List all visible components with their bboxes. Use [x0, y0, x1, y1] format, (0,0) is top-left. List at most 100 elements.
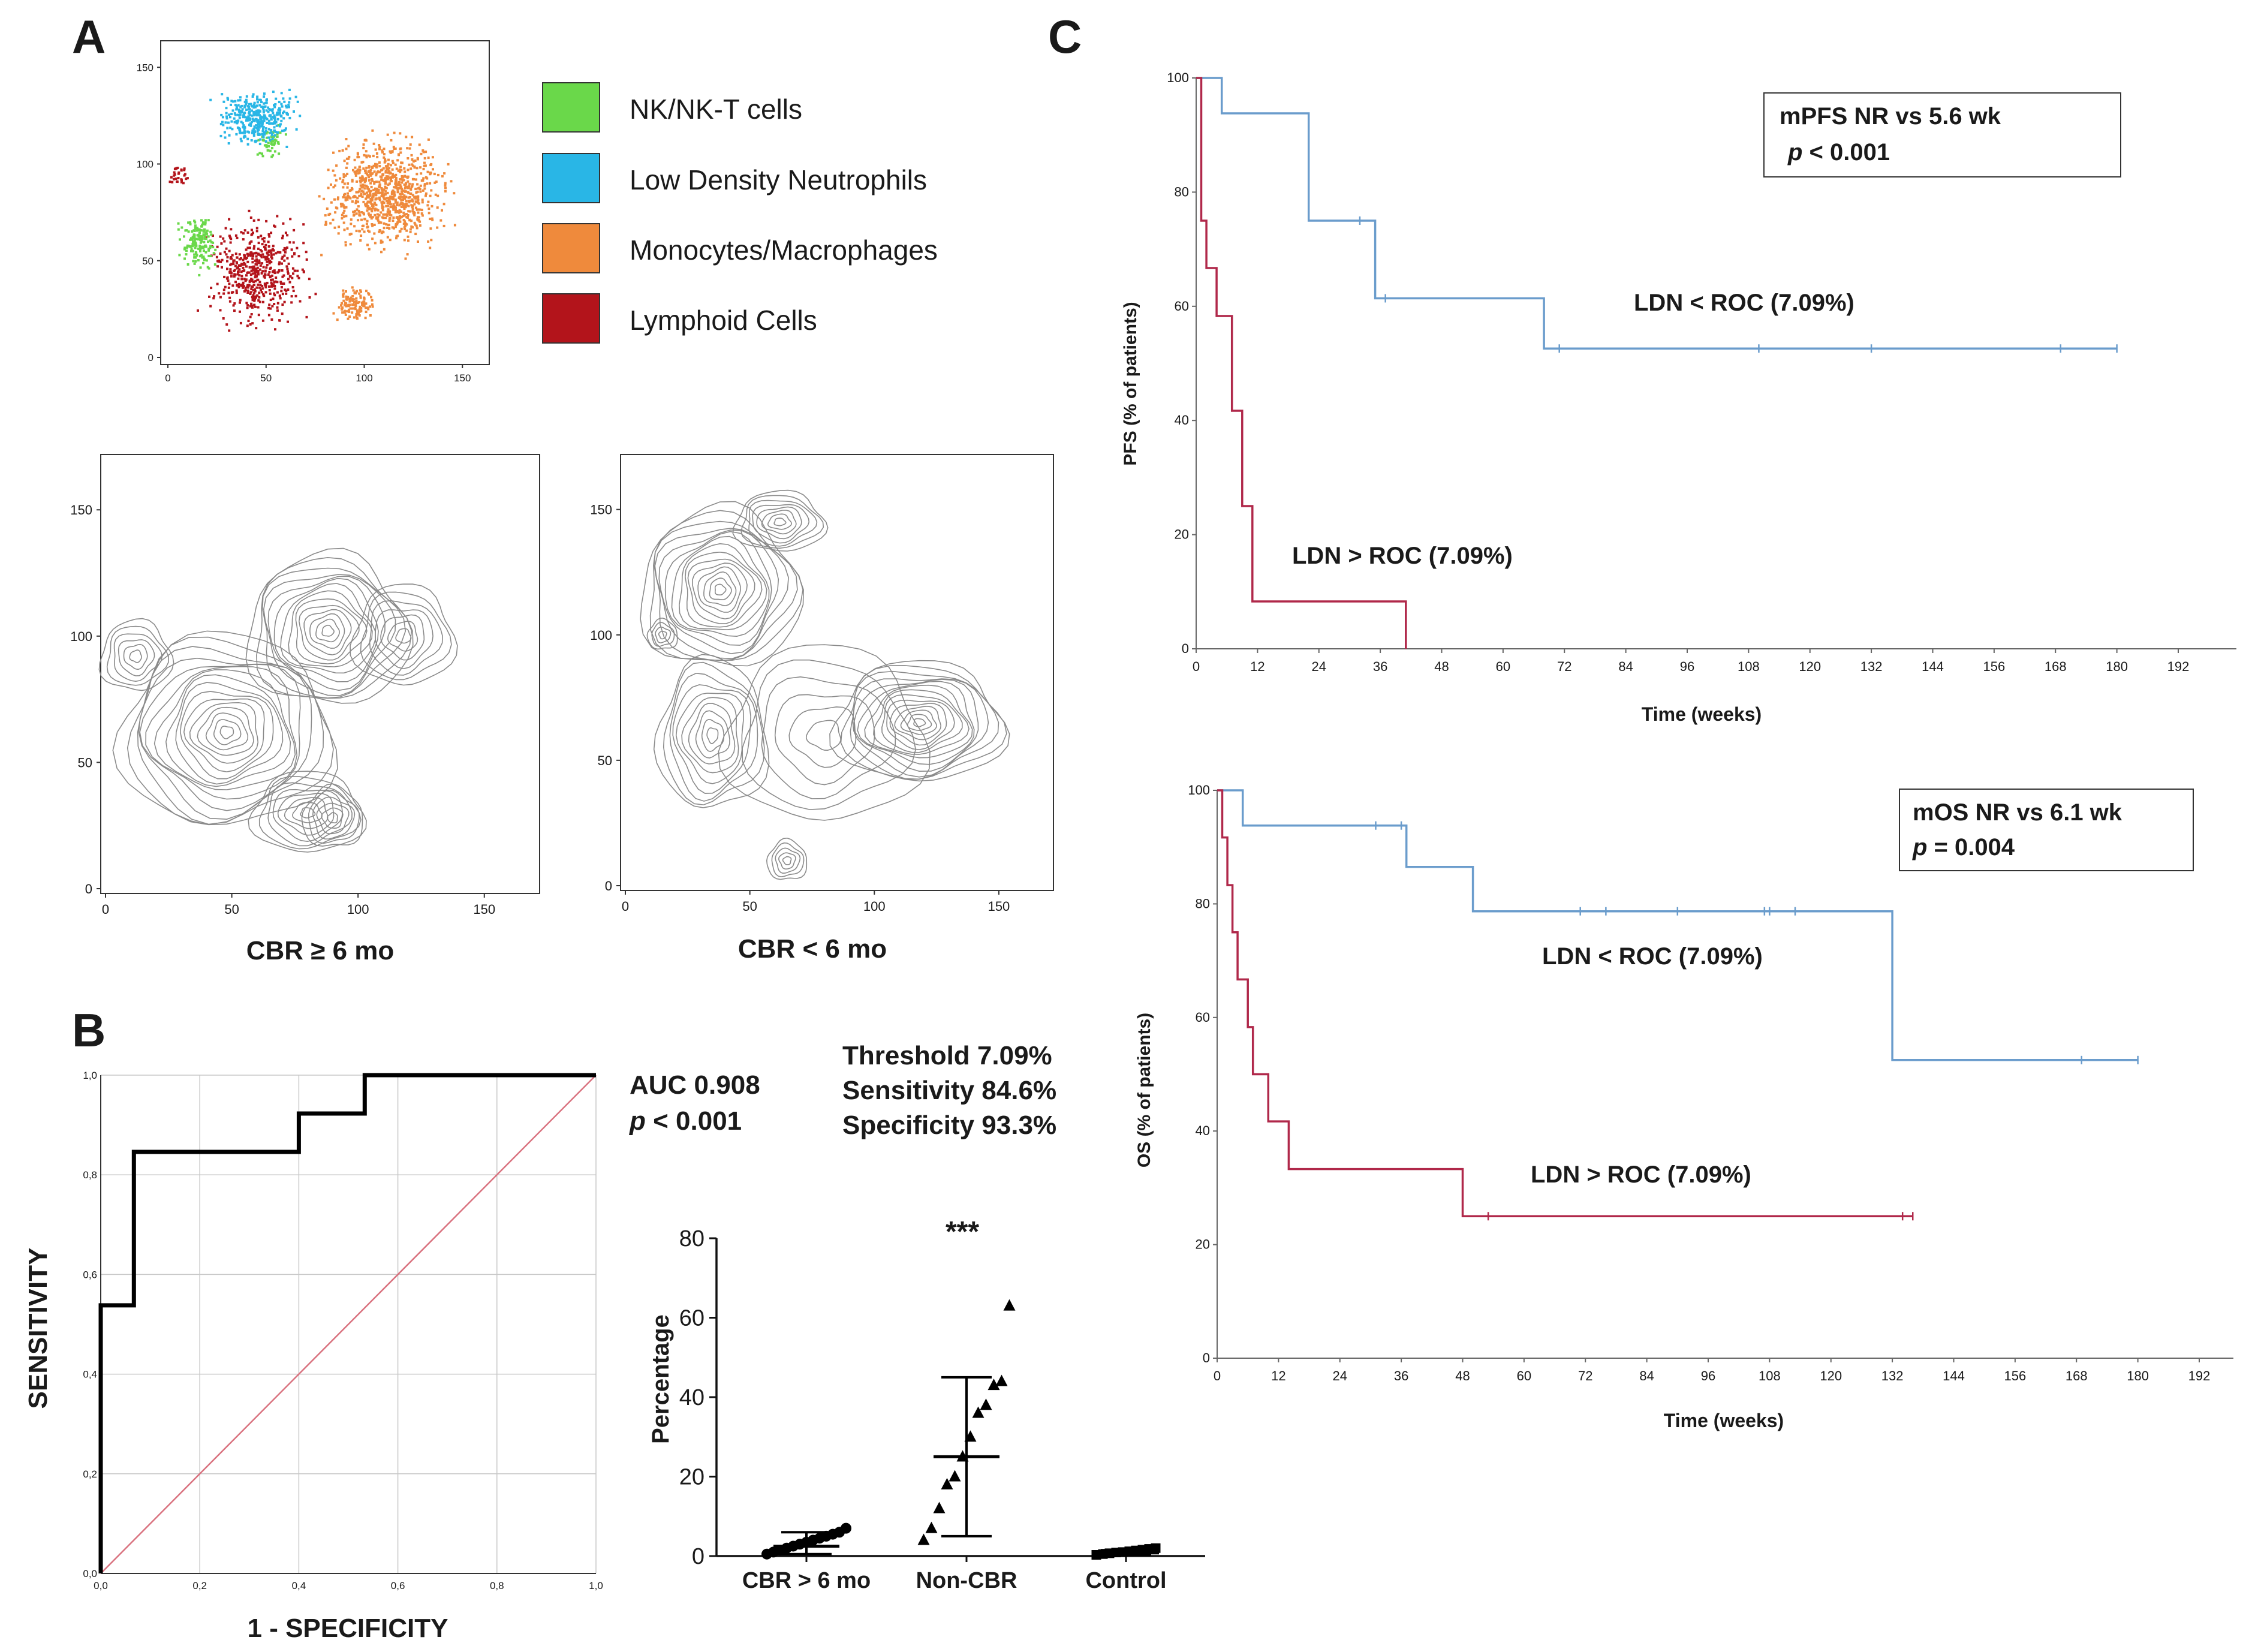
tsne-dot-mono — [351, 295, 354, 297]
tsne-dot-lymph — [270, 249, 273, 252]
tsne-dot-lymph — [234, 264, 237, 267]
tsne-dot-ldn — [267, 128, 270, 131]
tsne-dot-mono — [378, 198, 381, 201]
tsne-dot-lymph — [270, 279, 273, 281]
tsne-dot-mono — [351, 307, 354, 310]
tsne-dot-mono — [372, 207, 375, 210]
tsne-dot-lymph — [281, 312, 284, 315]
tsne-dot-lymph — [267, 258, 270, 260]
tsne-dot-mono — [381, 168, 384, 171]
legend-swatch-ldn — [542, 153, 600, 203]
roc-x-tick-label: 0,4 — [292, 1580, 306, 1591]
tsne-dot-lymph — [257, 252, 260, 255]
tsne-dot-lymph — [254, 252, 257, 255]
tsne-dot-lymph — [267, 240, 270, 243]
tsne-dot-mono — [383, 148, 386, 151]
tsne-dot-ldn — [265, 109, 268, 112]
contour-line — [309, 613, 345, 649]
roc-auc: AUC 0.908 — [630, 1070, 760, 1100]
tsne-dot-ldn — [293, 110, 295, 113]
tsne-dot-lymph — [252, 294, 255, 297]
tsne-dot-mono — [373, 170, 376, 173]
tsne-dot-mono — [343, 311, 346, 314]
tsne-dot-mono — [347, 304, 350, 307]
tsne-dot-mono — [400, 168, 403, 171]
tsne-dot-mono — [447, 163, 450, 165]
tsne-dot-ldn — [262, 127, 264, 130]
tsne-dot-ldn — [275, 124, 278, 127]
tsne-dot-lymph — [259, 249, 262, 252]
tsne-dot-lymph — [282, 282, 285, 285]
roc-x-tick-label: 0,0 — [94, 1580, 108, 1591]
tsne-dot-mono — [344, 313, 347, 316]
tsne-dot-ldn — [225, 117, 228, 120]
tsne-dot-lymph — [249, 216, 252, 219]
tsne-dot-ldn — [256, 113, 258, 116]
tsne-dot-mono — [359, 305, 362, 308]
tsne-dot-ldn — [254, 106, 257, 109]
tsne-dot-lymph — [183, 168, 186, 171]
tsne-dot-ldn — [263, 117, 266, 120]
tsne-dot-mono — [398, 215, 401, 218]
tsne-dot-lymph — [270, 285, 273, 288]
tsne-dot-mono — [388, 167, 391, 170]
tsne-dot-lymph — [260, 250, 263, 253]
contour-line — [692, 562, 748, 619]
contour-line — [767, 513, 793, 530]
contour-line — [900, 709, 937, 735]
tsne-dot-mono — [411, 198, 414, 201]
tsne-dot-ldn — [273, 106, 276, 109]
tsne-dot-mono — [414, 233, 417, 236]
tsne-dot-nk — [278, 152, 281, 155]
tsne-dot-mono — [423, 161, 426, 164]
tsne-dot-mono — [418, 216, 420, 219]
tsne-dot-lymph — [242, 269, 245, 272]
tsne-dot-nk — [206, 266, 209, 269]
contour-line — [369, 600, 443, 676]
tsne-dot-lymph — [238, 268, 241, 271]
tsne-dot-mono — [394, 225, 397, 228]
dot-y-tick-label: 40 — [679, 1385, 704, 1410]
tsne-dot-lymph — [228, 236, 231, 239]
contour-line — [709, 577, 732, 600]
tsne-dot-ldn — [263, 102, 266, 105]
tsne-dot-nk — [193, 239, 196, 242]
tsne-dot-ldn — [271, 108, 274, 111]
tsne-dot-ldn — [241, 122, 244, 125]
km-x-tick-label: 144 — [1922, 659, 1944, 674]
roc-y-tick-label: 0,2 — [83, 1469, 97, 1480]
tsne-dot-nk — [187, 230, 190, 233]
contour-line — [685, 551, 763, 628]
tsne-dot-nk — [276, 135, 279, 138]
tsne-dot-ldn — [276, 118, 279, 121]
tsne-dot-nk — [192, 260, 195, 263]
tsne-dot-mono — [363, 187, 366, 190]
tsne-dot-mono — [363, 230, 366, 233]
tsne-dot-mono — [382, 216, 385, 219]
tsne-dot-mono — [399, 202, 402, 205]
tsne-dot-mono — [379, 175, 382, 178]
tsne-dot-nk — [185, 253, 188, 256]
tsne-dot-mono — [341, 180, 344, 183]
tsne-dot-mono — [413, 212, 415, 215]
tsne-dot-mono — [393, 148, 396, 151]
tsne-dot-mono — [429, 182, 432, 185]
tsne-dot-nk — [193, 219, 196, 222]
tsne-dot-ldn — [269, 115, 272, 118]
tsne-dot-mono — [405, 229, 408, 232]
tsne-dot-mono — [395, 235, 398, 238]
tsne-dot-nk — [214, 248, 217, 251]
tsne-dot-lymph — [251, 299, 254, 302]
os-low-label: LDN < ROC (7.09%) — [1542, 943, 1763, 970]
tsne-dot-ldn — [277, 113, 280, 116]
tsne-dot-lymph — [267, 245, 270, 248]
tsne-dot-mono — [376, 163, 379, 166]
tsne-dot-nk — [209, 246, 212, 249]
dot-point-noncbr — [1003, 1299, 1016, 1311]
tsne-dot-lymph — [252, 254, 254, 257]
tsne-dot-nk — [207, 249, 210, 252]
tsne-dot-mono — [335, 164, 338, 167]
tsne-dot-mono — [384, 216, 387, 219]
tsne-dot-nk — [267, 145, 270, 148]
tsne-dot-lymph — [276, 251, 279, 254]
